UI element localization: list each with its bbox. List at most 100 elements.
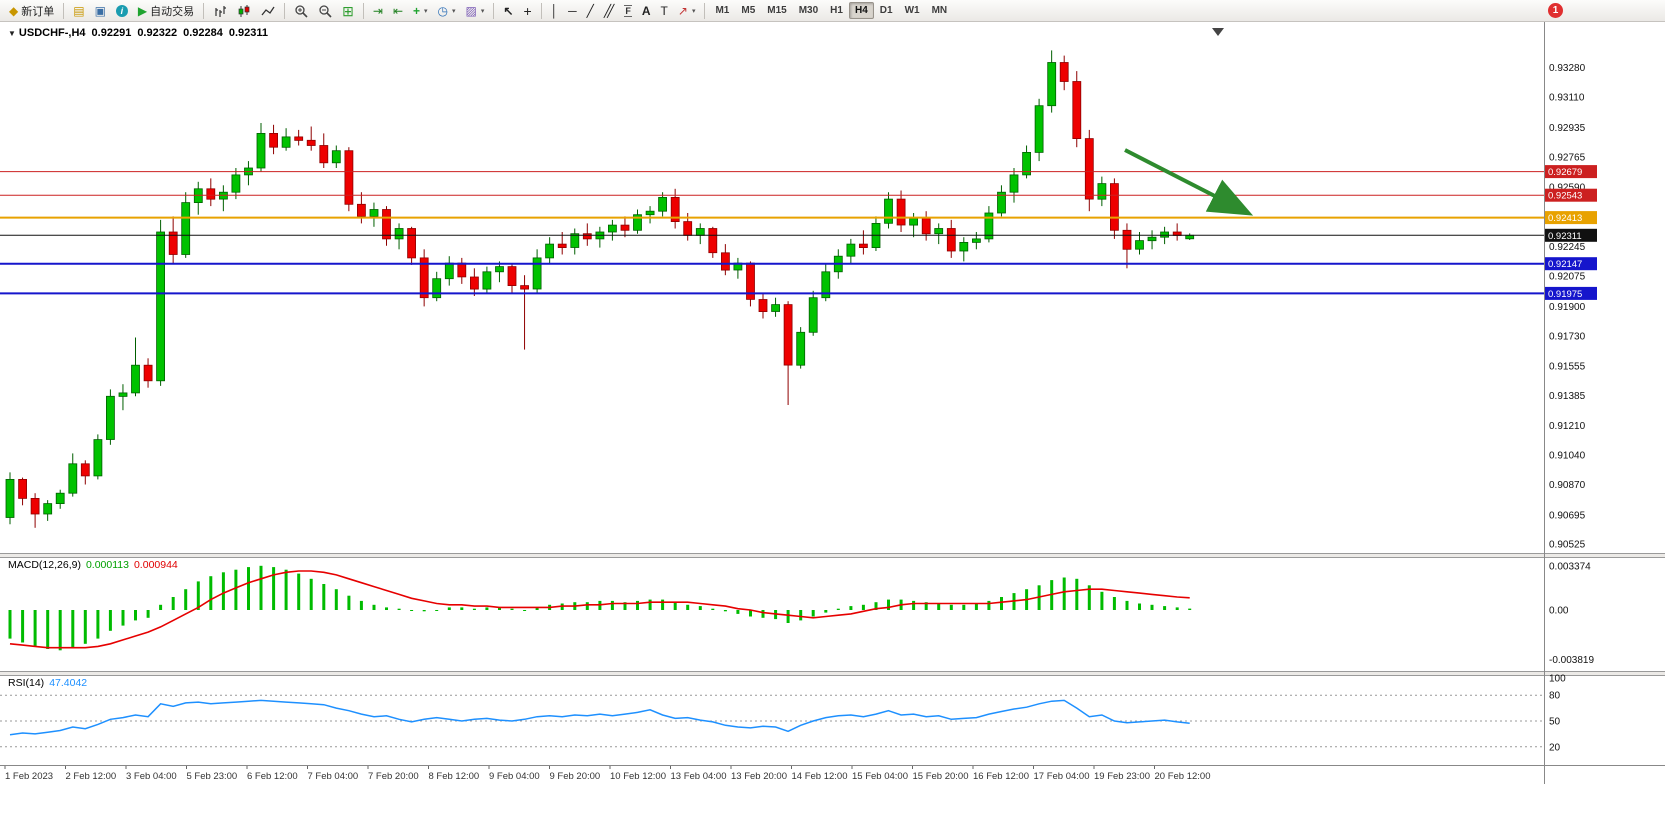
macd-bar bbox=[121, 610, 125, 626]
candle bbox=[106, 395, 115, 440]
trendline-button[interactable]: ╱ bbox=[582, 2, 599, 20]
horizontal-line-button[interactable]: ─ bbox=[563, 2, 582, 20]
macd-bar bbox=[196, 581, 200, 610]
tf-d1-button[interactable]: D1 bbox=[879, 5, 893, 16]
zoom-in-button[interactable] bbox=[289, 2, 313, 20]
candle bbox=[796, 331, 806, 366]
chart-shift-marker[interactable] bbox=[1212, 28, 1224, 36]
rsi-name: RSI(14) bbox=[8, 677, 45, 689]
fibonacci-button[interactable]: F bbox=[619, 2, 637, 20]
macd-bar bbox=[33, 610, 37, 647]
macd-bar bbox=[836, 608, 840, 610]
indicators-button[interactable]: + ▾ bbox=[408, 2, 433, 20]
line-chart-button[interactable] bbox=[256, 2, 280, 20]
auto-trading-button[interactable]: ▶ 自动交易 bbox=[133, 2, 199, 20]
rsi-axis-tick: 100 bbox=[1549, 674, 1566, 685]
macd-bar bbox=[309, 578, 313, 610]
chevron-down-icon: ▾ bbox=[452, 7, 456, 15]
templates-button[interactable]: ▨ ▾ bbox=[461, 2, 490, 20]
macd-bar bbox=[686, 604, 690, 610]
macd-bar bbox=[422, 610, 426, 612]
tf-mn-button[interactable]: MN bbox=[931, 5, 948, 16]
candle bbox=[545, 243, 554, 259]
candle bbox=[997, 191, 1006, 214]
tf-m30-button[interactable]: M30 bbox=[798, 5, 819, 16]
macd-bar bbox=[673, 602, 677, 610]
tile-windows-button[interactable]: ⊞ bbox=[337, 2, 359, 20]
candle bbox=[457, 262, 467, 278]
macd-bar bbox=[974, 603, 978, 610]
macd-bar bbox=[711, 608, 715, 610]
cursor-button[interactable]: ↖ bbox=[498, 2, 518, 20]
channel-button[interactable]: ╱╱ bbox=[599, 2, 619, 20]
candle bbox=[5, 478, 15, 518]
macd-bar bbox=[46, 610, 50, 649]
open-value: 0.92291 bbox=[91, 27, 132, 39]
price-tick: 0.90525 bbox=[1549, 540, 1586, 551]
candle bbox=[306, 139, 316, 146]
symbol-dropdown-icon[interactable]: ▼ bbox=[8, 29, 16, 38]
candle bbox=[520, 285, 529, 290]
price-level-badge bbox=[1545, 286, 1597, 300]
tf-m5-button[interactable]: M5 bbox=[741, 5, 756, 16]
panel-separator[interactable] bbox=[0, 554, 1665, 557]
new-order-button[interactable]: ◆ 新订单 bbox=[4, 2, 59, 20]
label-tool-button[interactable]: T bbox=[656, 2, 673, 20]
candle bbox=[168, 231, 178, 255]
navigator-button[interactable]: i bbox=[111, 2, 133, 20]
market-watch-button[interactable]: ▤ bbox=[68, 2, 89, 20]
time-label: 15 Feb 20:00 bbox=[913, 771, 969, 782]
tf-h4-button[interactable]: H4 bbox=[848, 2, 874, 19]
chart-canvas[interactable]: 0.93280 0.93110 0.92935 0.92765 0.92590 0.922… bbox=[0, 22, 1665, 838]
data-window-button[interactable]: ▣ bbox=[90, 2, 111, 20]
tf-h1-button[interactable]: H1 bbox=[830, 5, 843, 16]
vertical-line-icon: │ bbox=[550, 3, 559, 18]
periods-button[interactable]: ◷ ▾ bbox=[433, 2, 461, 20]
auto-scroll-button[interactable]: ⇥ bbox=[368, 2, 388, 20]
candle bbox=[859, 243, 868, 249]
price-tick: 0.91555 bbox=[1549, 362, 1586, 373]
tf-m1-button[interactable]: M1 bbox=[715, 5, 730, 16]
macd-signal-value: 0.000944 bbox=[133, 559, 178, 571]
macd-bar bbox=[1138, 603, 1141, 610]
tf-w1-button[interactable]: W1 bbox=[904, 5, 920, 16]
rsi-axis-tick: 50 bbox=[1549, 717, 1561, 728]
bar-chart-button[interactable] bbox=[208, 2, 232, 20]
price-tick: 0.92765 bbox=[1549, 152, 1586, 163]
chart-window[interactable]: 0.93280 0.93110 0.92935 0.92765 0.92590 0.922… bbox=[0, 22, 1665, 838]
arrows-tool-button[interactable]: ↗ ▾ bbox=[673, 2, 701, 20]
arrow-shape-icon: ↗ bbox=[677, 3, 688, 18]
candlestick-chart-button[interactable] bbox=[232, 2, 256, 20]
candle bbox=[1160, 231, 1169, 238]
candle bbox=[1110, 183, 1119, 231]
candle bbox=[896, 198, 906, 226]
candle bbox=[482, 271, 492, 290]
clock-icon: ◷ bbox=[437, 3, 449, 18]
low-value: 0.92284 bbox=[183, 27, 223, 39]
time-label: 9 Feb 04:00 bbox=[489, 771, 540, 782]
zoom-out-button[interactable] bbox=[313, 2, 337, 20]
macd-bar bbox=[874, 602, 878, 610]
time-label: 15 Feb 04:00 bbox=[852, 771, 908, 782]
chart-shift-button[interactable]: ⇤ bbox=[388, 2, 408, 20]
panel-separator[interactable] bbox=[0, 672, 1665, 675]
time-label: 13 Feb 20:00 bbox=[731, 771, 787, 782]
candle bbox=[193, 188, 203, 204]
notification-badge[interactable]: 1 bbox=[1548, 3, 1563, 18]
text-tool-button[interactable]: A bbox=[637, 2, 656, 20]
candle bbox=[708, 228, 718, 254]
vertical-line-button[interactable]: │ bbox=[546, 2, 564, 20]
data-window-icon: ▣ bbox=[94, 3, 106, 18]
indicators-icon: + bbox=[413, 3, 421, 18]
macd-bar bbox=[924, 602, 928, 610]
macd-bar bbox=[435, 610, 439, 611]
candle bbox=[934, 228, 944, 235]
rsi-value: 47.4042 bbox=[49, 677, 88, 689]
macd-bar bbox=[159, 604, 163, 610]
macd-bar bbox=[385, 607, 388, 610]
tf-m15-button[interactable]: M15 bbox=[767, 5, 787, 16]
trend-arrow[interactable] bbox=[1124, 148, 1254, 216]
candle bbox=[18, 478, 28, 499]
macd-bar bbox=[1100, 591, 1104, 610]
crosshair-button[interactable]: + bbox=[518, 2, 536, 20]
